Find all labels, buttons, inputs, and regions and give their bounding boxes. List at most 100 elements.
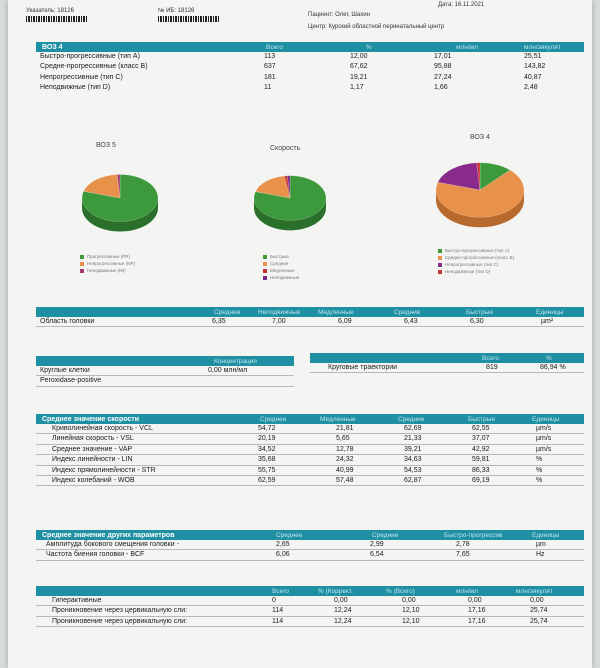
cell-value: 24,32 (336, 456, 354, 464)
cell-value: 12,10 (402, 617, 420, 625)
patient-label: Пациент: Олег, Шахин (308, 12, 370, 18)
cell-value: 35,68 (258, 456, 276, 464)
cell-value: 0,00 (334, 597, 348, 604)
cell-value: 57,48 (336, 476, 354, 484)
speed-table: Среднее значение скорости Среднее Медлен… (36, 414, 584, 487)
table-row: Непрогрессивные (тип C) 181 19,21 27,24 … (40, 73, 542, 81)
row-label: Проникновение через цервикальную сли: (52, 607, 188, 615)
row-label: Индекс линейности - LIN (52, 456, 133, 464)
table-row: Криволинейная скорость - VCL 54,72 21,81 62… (36, 424, 584, 435)
cell-value: 20,19 (258, 435, 276, 443)
cell-value: µm/s (536, 425, 552, 432)
cell-value: 21,81 (336, 425, 354, 432)
cell-value: 59,81 (472, 456, 490, 464)
table-row: Линейная скорость - VSL 20,19 5,65 21,33 37,… (36, 434, 584, 445)
pie-slice (255, 175, 291, 199)
barcode (26, 16, 88, 22)
cell-value: 114 (272, 607, 284, 615)
date-label: Дата: 16.11.2021 (438, 2, 485, 8)
pie-slice (437, 162, 481, 191)
column-header: млн/эякулят (524, 43, 561, 51)
pie-slice (116, 174, 121, 199)
cell-value: 86,33 (472, 466, 490, 474)
center-label: Центр: Курский областной перинатальный ц… (308, 24, 445, 30)
cell-value: 42,92 (472, 445, 490, 453)
table-row: Область головки 6,35 7,00 6,09 6,43 6,30… (36, 317, 584, 328)
cell-value: 62,69 (404, 425, 422, 432)
table-row: Индекс линейности - LIN 35,68 24,32 34,63 59… (36, 455, 584, 466)
pie-title: ВОЗ 5 (96, 142, 116, 149)
other-params-table: Среднее значение других параметров Средн… (36, 530, 584, 561)
legend-speed: Быстрые Средние Медленные Неподвижные (263, 254, 299, 282)
table-header: Всего % (310, 353, 584, 363)
cell-value: 54,53 (404, 466, 422, 474)
row-label: Линейная скорость - VSL (52, 435, 134, 443)
cell-value: 0,00 (402, 597, 416, 604)
cell-value: 12,78 (336, 445, 354, 453)
cell-value: 54,72 (258, 425, 276, 432)
cell-value: 62,87 (404, 476, 422, 484)
column-header: % (366, 43, 372, 51)
cell-value: % (536, 456, 543, 464)
trajectories-table: Всего % Круговые траектории 819 86,94 % (310, 353, 584, 374)
row-label: Индекс прямолинейности - STR (52, 466, 156, 474)
cell-value: µm/s (536, 445, 552, 453)
cell-value: 17,16 (468, 617, 486, 625)
cell-value: 34,63 (404, 456, 422, 464)
table-header: Всего % (Коррект. % (Всего) млн/мл млн/э… (36, 586, 584, 596)
table-header: ВОЗ 4 Всего % млн/мл млн/эякулят (36, 42, 584, 52)
table-header: Среднее значение других параметров Средн… (36, 530, 584, 540)
cell-value: 17,16 (468, 607, 486, 615)
cell-value: 25,74 (530, 617, 548, 625)
pie-slice (287, 175, 291, 199)
cell-value: 34,52 (258, 445, 276, 453)
pie-slice (479, 162, 511, 191)
cell-value: 5,65 (336, 435, 350, 443)
cell-value: 0,00 (530, 597, 544, 604)
pie-slice (284, 175, 291, 199)
record-number-label: № ИБ: 18126 (158, 8, 195, 14)
table-row: Индекс прямолинейности - STR 55,75 40,99 54… (36, 466, 584, 476)
barcode (158, 16, 220, 22)
column-header: Всего (266, 43, 284, 51)
table-row: Амплитуда бокового смещения головки - 2,… (36, 540, 584, 551)
table-title: ВОЗ 4 (42, 43, 63, 51)
bottom-table: Всего % (Коррект. % (Всего) млн/мл млн/э… (36, 586, 584, 628)
table-row: Средне-прогрессивные (класс B) 637 67,62… (40, 63, 546, 71)
table-row: Быстро-прогрессивные (тип A) 113 12,00 1… (40, 53, 542, 60)
pie-slice (81, 174, 159, 222)
table-row: Гиперактивные 0 0,00 0,00 0,00 0,00 (36, 596, 584, 607)
row-label: Проникновение через цервикальную сли: (52, 617, 188, 625)
legend-who5: Прогрессивные (PR) Непрогрессивные (NP) … (80, 254, 135, 275)
table-row: Круглые клетки 0,00 млн/мл (36, 366, 294, 377)
concentration-table: Концентрация Круглые клетки 0,00 млн/мл … (36, 356, 294, 387)
report-page: Указатель: 18126 № ИБ: 18126 Пациент: Ол… (8, 0, 592, 668)
pie-slice (476, 162, 481, 191)
pie-slice (83, 174, 121, 199)
table-header: Среднее Неподвижные Медленные Средние Бы… (36, 307, 584, 317)
cell-value: 12,10 (402, 607, 420, 615)
cell-value: 69,19 (472, 476, 490, 484)
cell-value: 40,99 (336, 466, 354, 474)
cell-value: 55,75 (258, 466, 276, 474)
cell-value: 39,21 (404, 445, 422, 453)
cell-value: 62,59 (258, 476, 276, 484)
row-label: Среднее значение - VAP (52, 445, 133, 453)
cell-value: 114 (272, 617, 284, 625)
cell-value: 25,74 (530, 607, 548, 615)
pie-title: Скорость (270, 145, 301, 152)
column-header: млн/мл (456, 43, 478, 51)
cell-value: 37,07 (472, 435, 490, 443)
cell-value: % (536, 466, 543, 474)
cell-value: 62,55 (472, 425, 490, 432)
pie-slice (435, 169, 525, 218)
row-label: Криволинейная скорость - VCL (52, 425, 153, 432)
table-row: Неподвижные (тип D) 11 1,17 1,66 2,48 (40, 84, 538, 92)
cell-value: µm/s (536, 435, 552, 443)
cell-value: 0,00 (468, 597, 482, 604)
table-row: Проникновение через цервикальную сли: 114… (36, 617, 584, 628)
cell-value: 12,24 (334, 607, 352, 615)
indicator-label: Указатель: 18126 (26, 8, 74, 14)
table-row: Круговые траектории 819 86,94 % (310, 363, 584, 374)
row-label: Индекс колебаний - WOB (52, 476, 135, 484)
